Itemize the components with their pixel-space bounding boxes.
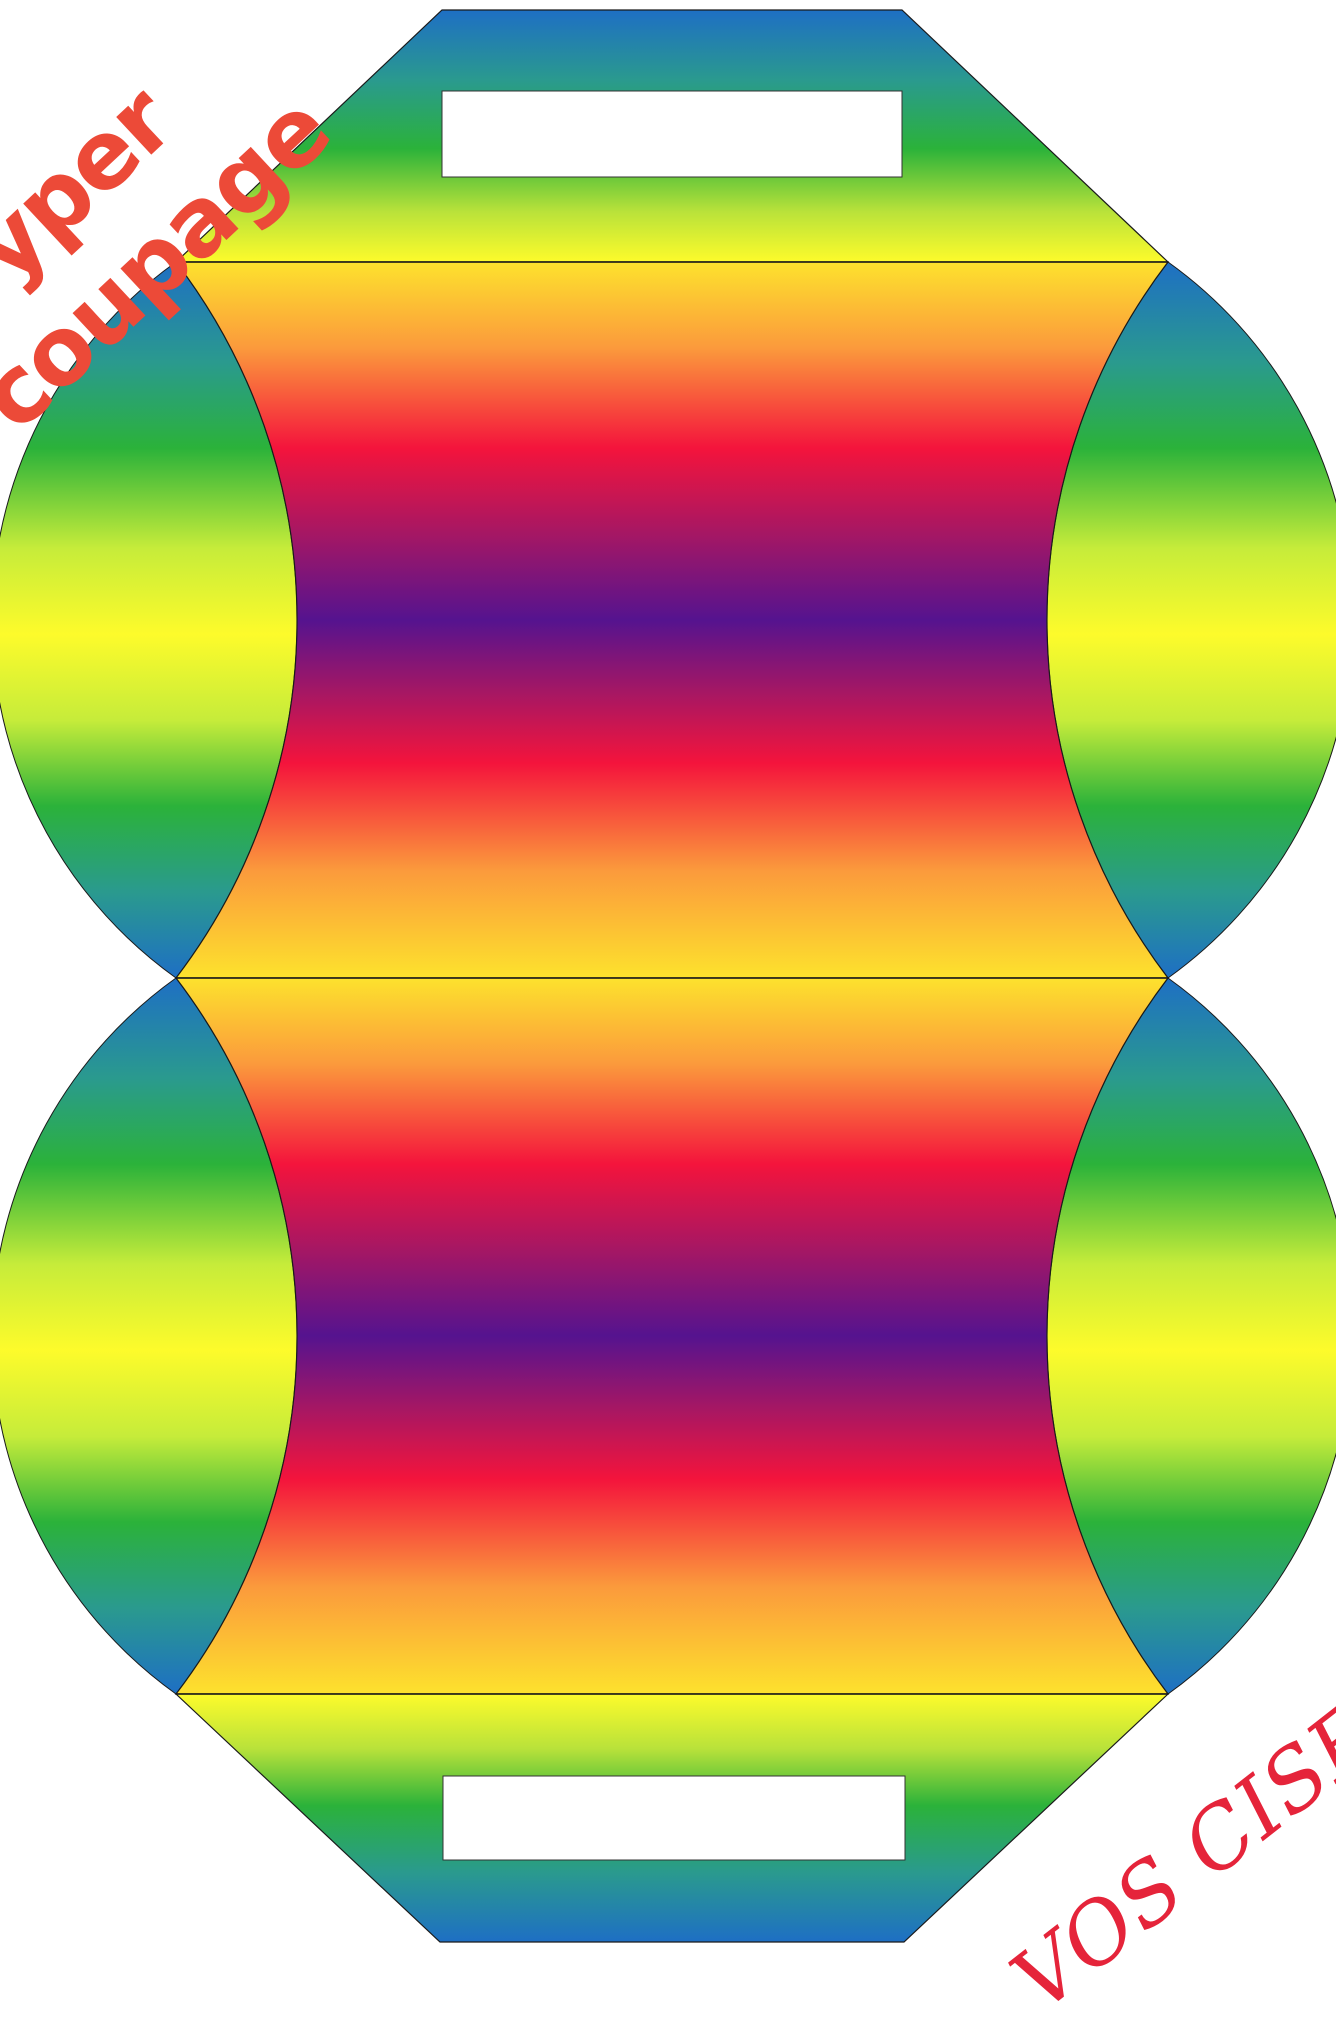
lower-panel [174, 977, 1170, 1695]
pillow-box-template [0, 9, 1336, 1943]
bottom-handle-hole [442, 1775, 906, 1861]
upper-panel [174, 261, 1170, 979]
top-handle-hole [441, 90, 903, 178]
